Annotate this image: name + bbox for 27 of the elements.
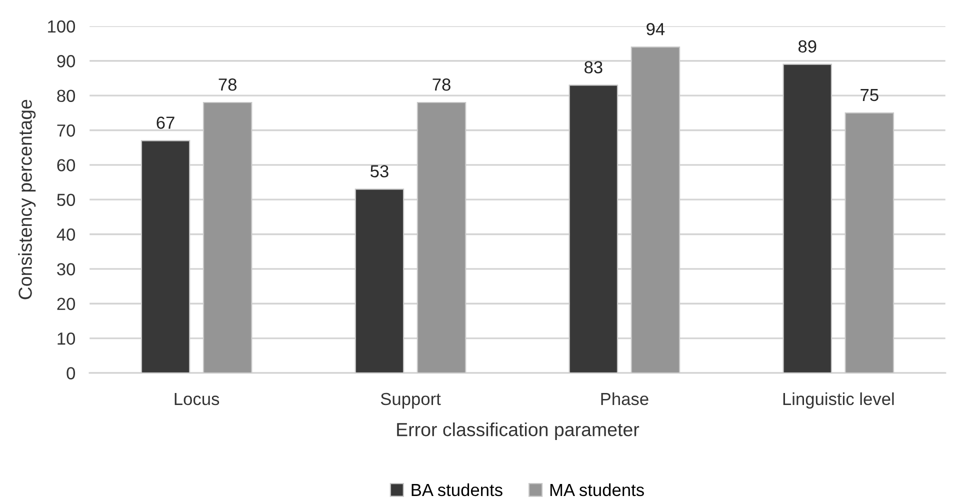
y-tick-label: 80	[57, 90, 76, 102]
data-label: 89	[798, 40, 816, 53]
y-tick-label: 60	[57, 159, 76, 172]
data-label: 83	[584, 61, 602, 74]
y-tick-label: 100	[48, 20, 76, 33]
data-label: 78	[432, 78, 450, 91]
legend-label: MA students	[550, 483, 644, 496]
y-tick-label: 30	[57, 263, 76, 276]
legend-label: BA students	[412, 483, 502, 496]
y-tick-label: 90	[57, 55, 76, 68]
x-tick-label: Phase	[601, 392, 648, 406]
y-tick-label: 20	[57, 298, 76, 310]
y-tick-label: 50	[57, 194, 76, 206]
y-tick-label: 10	[58, 332, 76, 345]
data-label: 53	[370, 165, 388, 178]
data-label: 94	[646, 22, 665, 36]
y-tick-label: 0	[66, 367, 76, 380]
data-label: 75	[860, 89, 878, 102]
y-tick-label: 70	[57, 124, 76, 137]
data-label: 78	[218, 78, 236, 91]
x-tick-label: Linguistic level	[783, 392, 894, 409]
x-tick-label: Support	[380, 392, 441, 409]
x-tick-label: Locus	[174, 393, 220, 406]
data-label: 67	[156, 116, 174, 129]
y-axis-title: Consistency percentage	[18, 100, 36, 300]
y-tick-label: 40	[56, 228, 76, 241]
x-axis-title: Error classification parameter	[397, 422, 640, 440]
